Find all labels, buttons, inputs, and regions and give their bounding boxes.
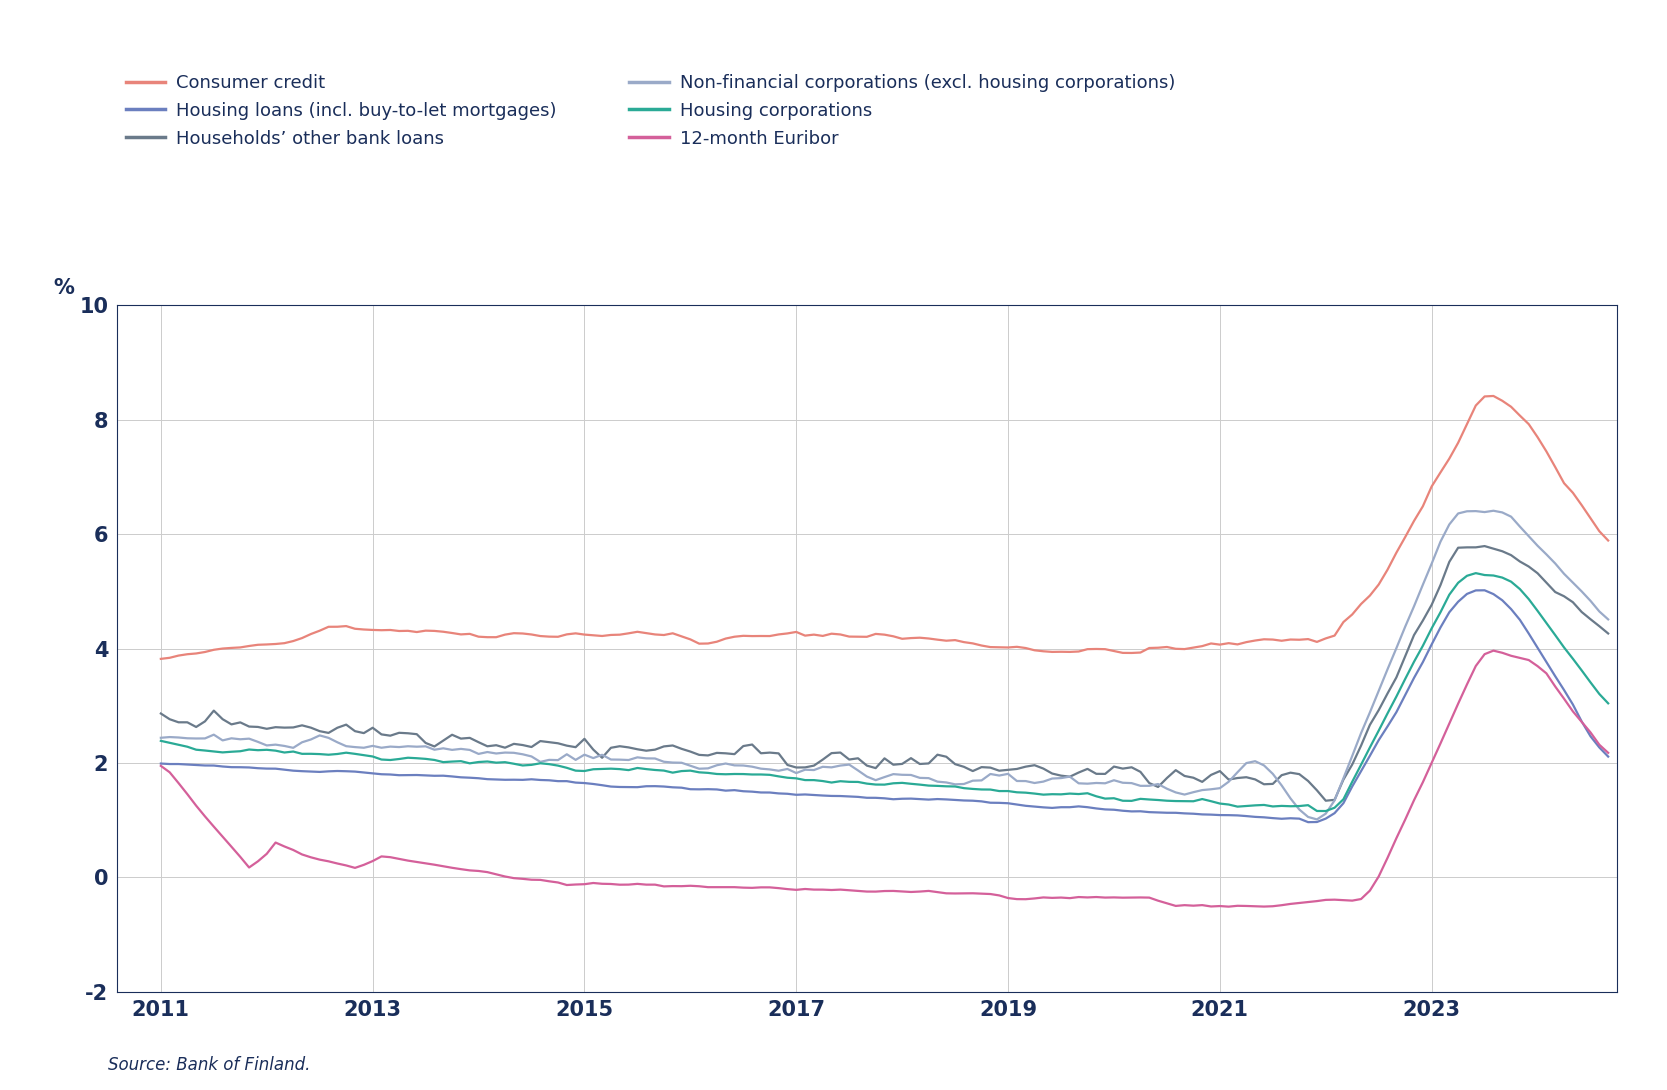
Text: %: % bbox=[53, 278, 75, 299]
Legend: Consumer credit, Housing loans (incl. buy-to-let mortgages), Households’ other b: Consumer credit, Housing loans (incl. bu… bbox=[125, 74, 1175, 148]
Text: Source: Bank of Finland.: Source: Bank of Finland. bbox=[108, 1056, 310, 1075]
